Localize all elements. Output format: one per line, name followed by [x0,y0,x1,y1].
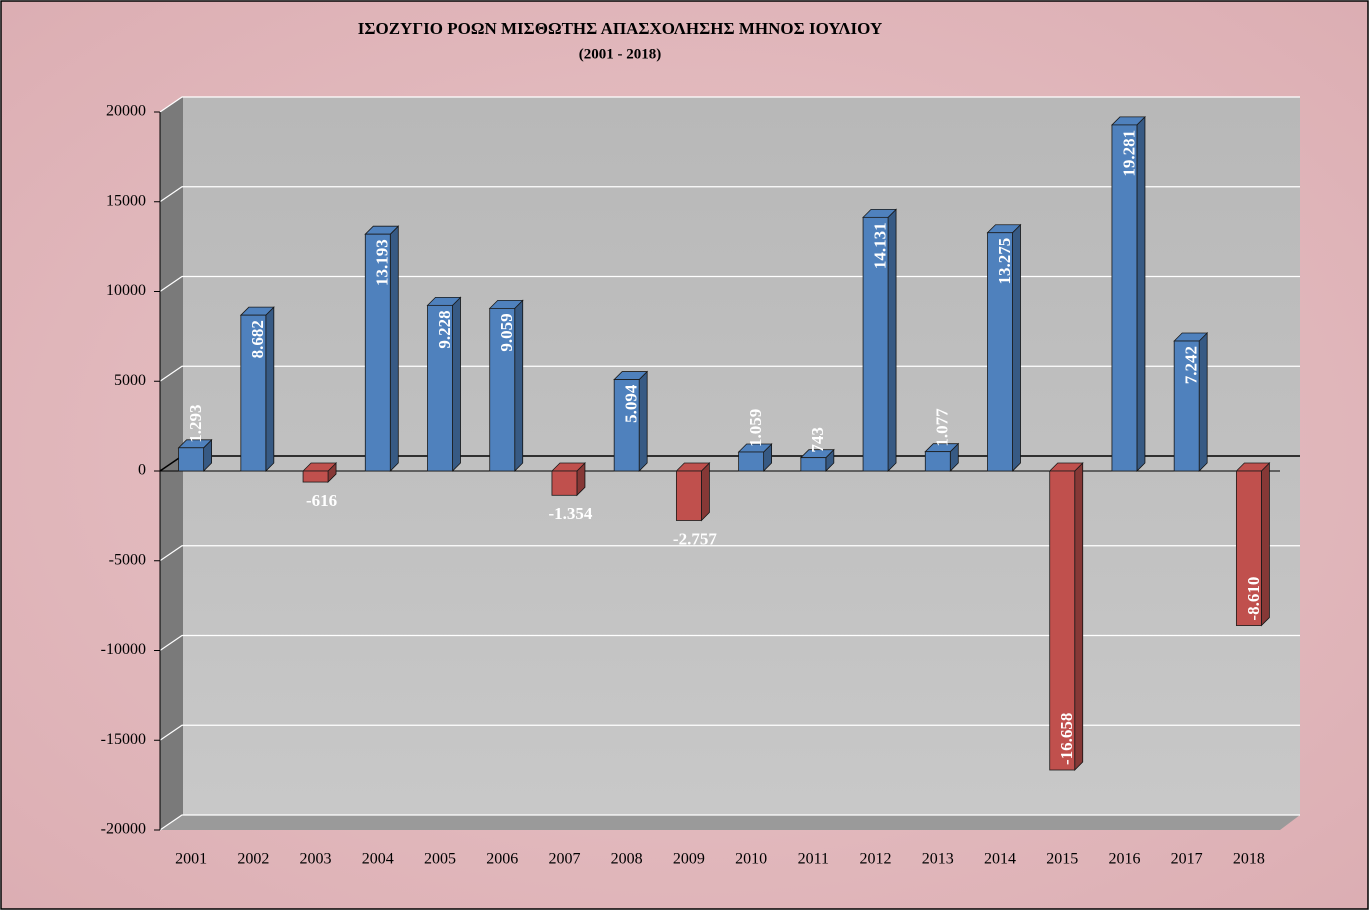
bar [551,470,578,496]
floor [160,815,1300,830]
bar [364,233,391,472]
bar [1111,124,1138,472]
grid-line [159,545,1300,562]
value-label: -1.354 [548,504,592,523]
value-label: 743 [808,427,827,453]
value-label: 14.131 [870,222,889,269]
grid-line [159,814,1300,831]
grid-line [159,96,1300,113]
x-tick-label: 2003 [300,851,332,868]
grid-line [159,724,1300,741]
y-tick-label: -15000 [101,731,146,748]
bar [862,216,889,472]
value-label: 8.682 [248,320,267,358]
bar [1173,340,1200,472]
bar [1235,470,1262,626]
x-tick-label: 2001 [175,851,207,868]
value-label: -616 [306,491,337,510]
bar [302,470,329,483]
y-tick-label: 10000 [106,282,146,299]
grid-line [159,634,1300,651]
x-tick-label: 2008 [611,851,643,868]
value-label: -8.610 [1244,577,1263,621]
value-label: 1.077 [933,408,952,447]
x-tick-label: 2010 [735,851,767,868]
x-tick-label: 2007 [548,851,580,868]
bar [987,232,1013,472]
bar [738,451,765,472]
value-label: 13.275 [995,238,1014,285]
value-label: 1.059 [746,409,765,447]
x-tick-label: 2004 [362,851,394,868]
grid-line [159,275,1300,292]
y-tick-label: 15000 [106,192,146,209]
x-tick-label: 2009 [673,851,705,868]
bar [924,451,951,472]
bar [489,307,516,472]
x-tick-label: 2011 [798,851,829,868]
value-label: 1.293 [186,405,205,443]
bar [675,470,702,521]
bar [240,314,267,472]
bar [427,304,453,472]
chart-title: ΙΣΟΖΥΓΙΟ ΡΟΩΝ ΜΙΣΘΩΤΗΣ ΑΠΑΣΧΟΛΗΣΗΣ ΜΗΝΟΣ… [358,19,882,38]
y-tick-label: 0 [138,462,146,479]
x-tick-label: 2014 [984,851,1016,868]
bar [178,447,205,472]
y-tick-label: -20000 [101,821,146,838]
x-tick-label: 2005 [424,851,456,868]
value-label: 5.094 [622,384,641,423]
bar [1049,470,1076,771]
x-tick-label: 2006 [486,851,518,868]
grid-line [159,186,1300,203]
bar-side [700,462,710,522]
bar [800,457,827,472]
value-label: -16.658 [1057,713,1076,765]
grid-line [159,365,1300,382]
y-tick-label: -5000 [109,551,146,568]
y-tick-label: 5000 [114,372,146,389]
y-tick-label: 20000 [106,103,146,120]
x-tick-label: 2016 [1108,851,1140,868]
bar [613,379,640,472]
x-tick-label: 2013 [922,851,954,868]
x-tick-label: 2017 [1171,851,1203,868]
value-label: 9.228 [435,310,454,348]
value-label: 9.059 [497,313,516,351]
x-tick-label: 2018 [1233,851,1265,868]
y-tick-label: -10000 [101,641,146,658]
value-label: -2.757 [673,529,717,548]
x-tick-label: 2015 [1046,851,1078,868]
x-tick-label: 2012 [860,851,892,868]
chart-subtitle: (2001 - 2018) [579,46,662,62]
value-label: 13.193 [373,239,392,286]
x-tick-label: 2002 [237,851,269,868]
value-label: 7.242 [1182,346,1201,384]
value-label: 19.281 [1119,130,1138,177]
